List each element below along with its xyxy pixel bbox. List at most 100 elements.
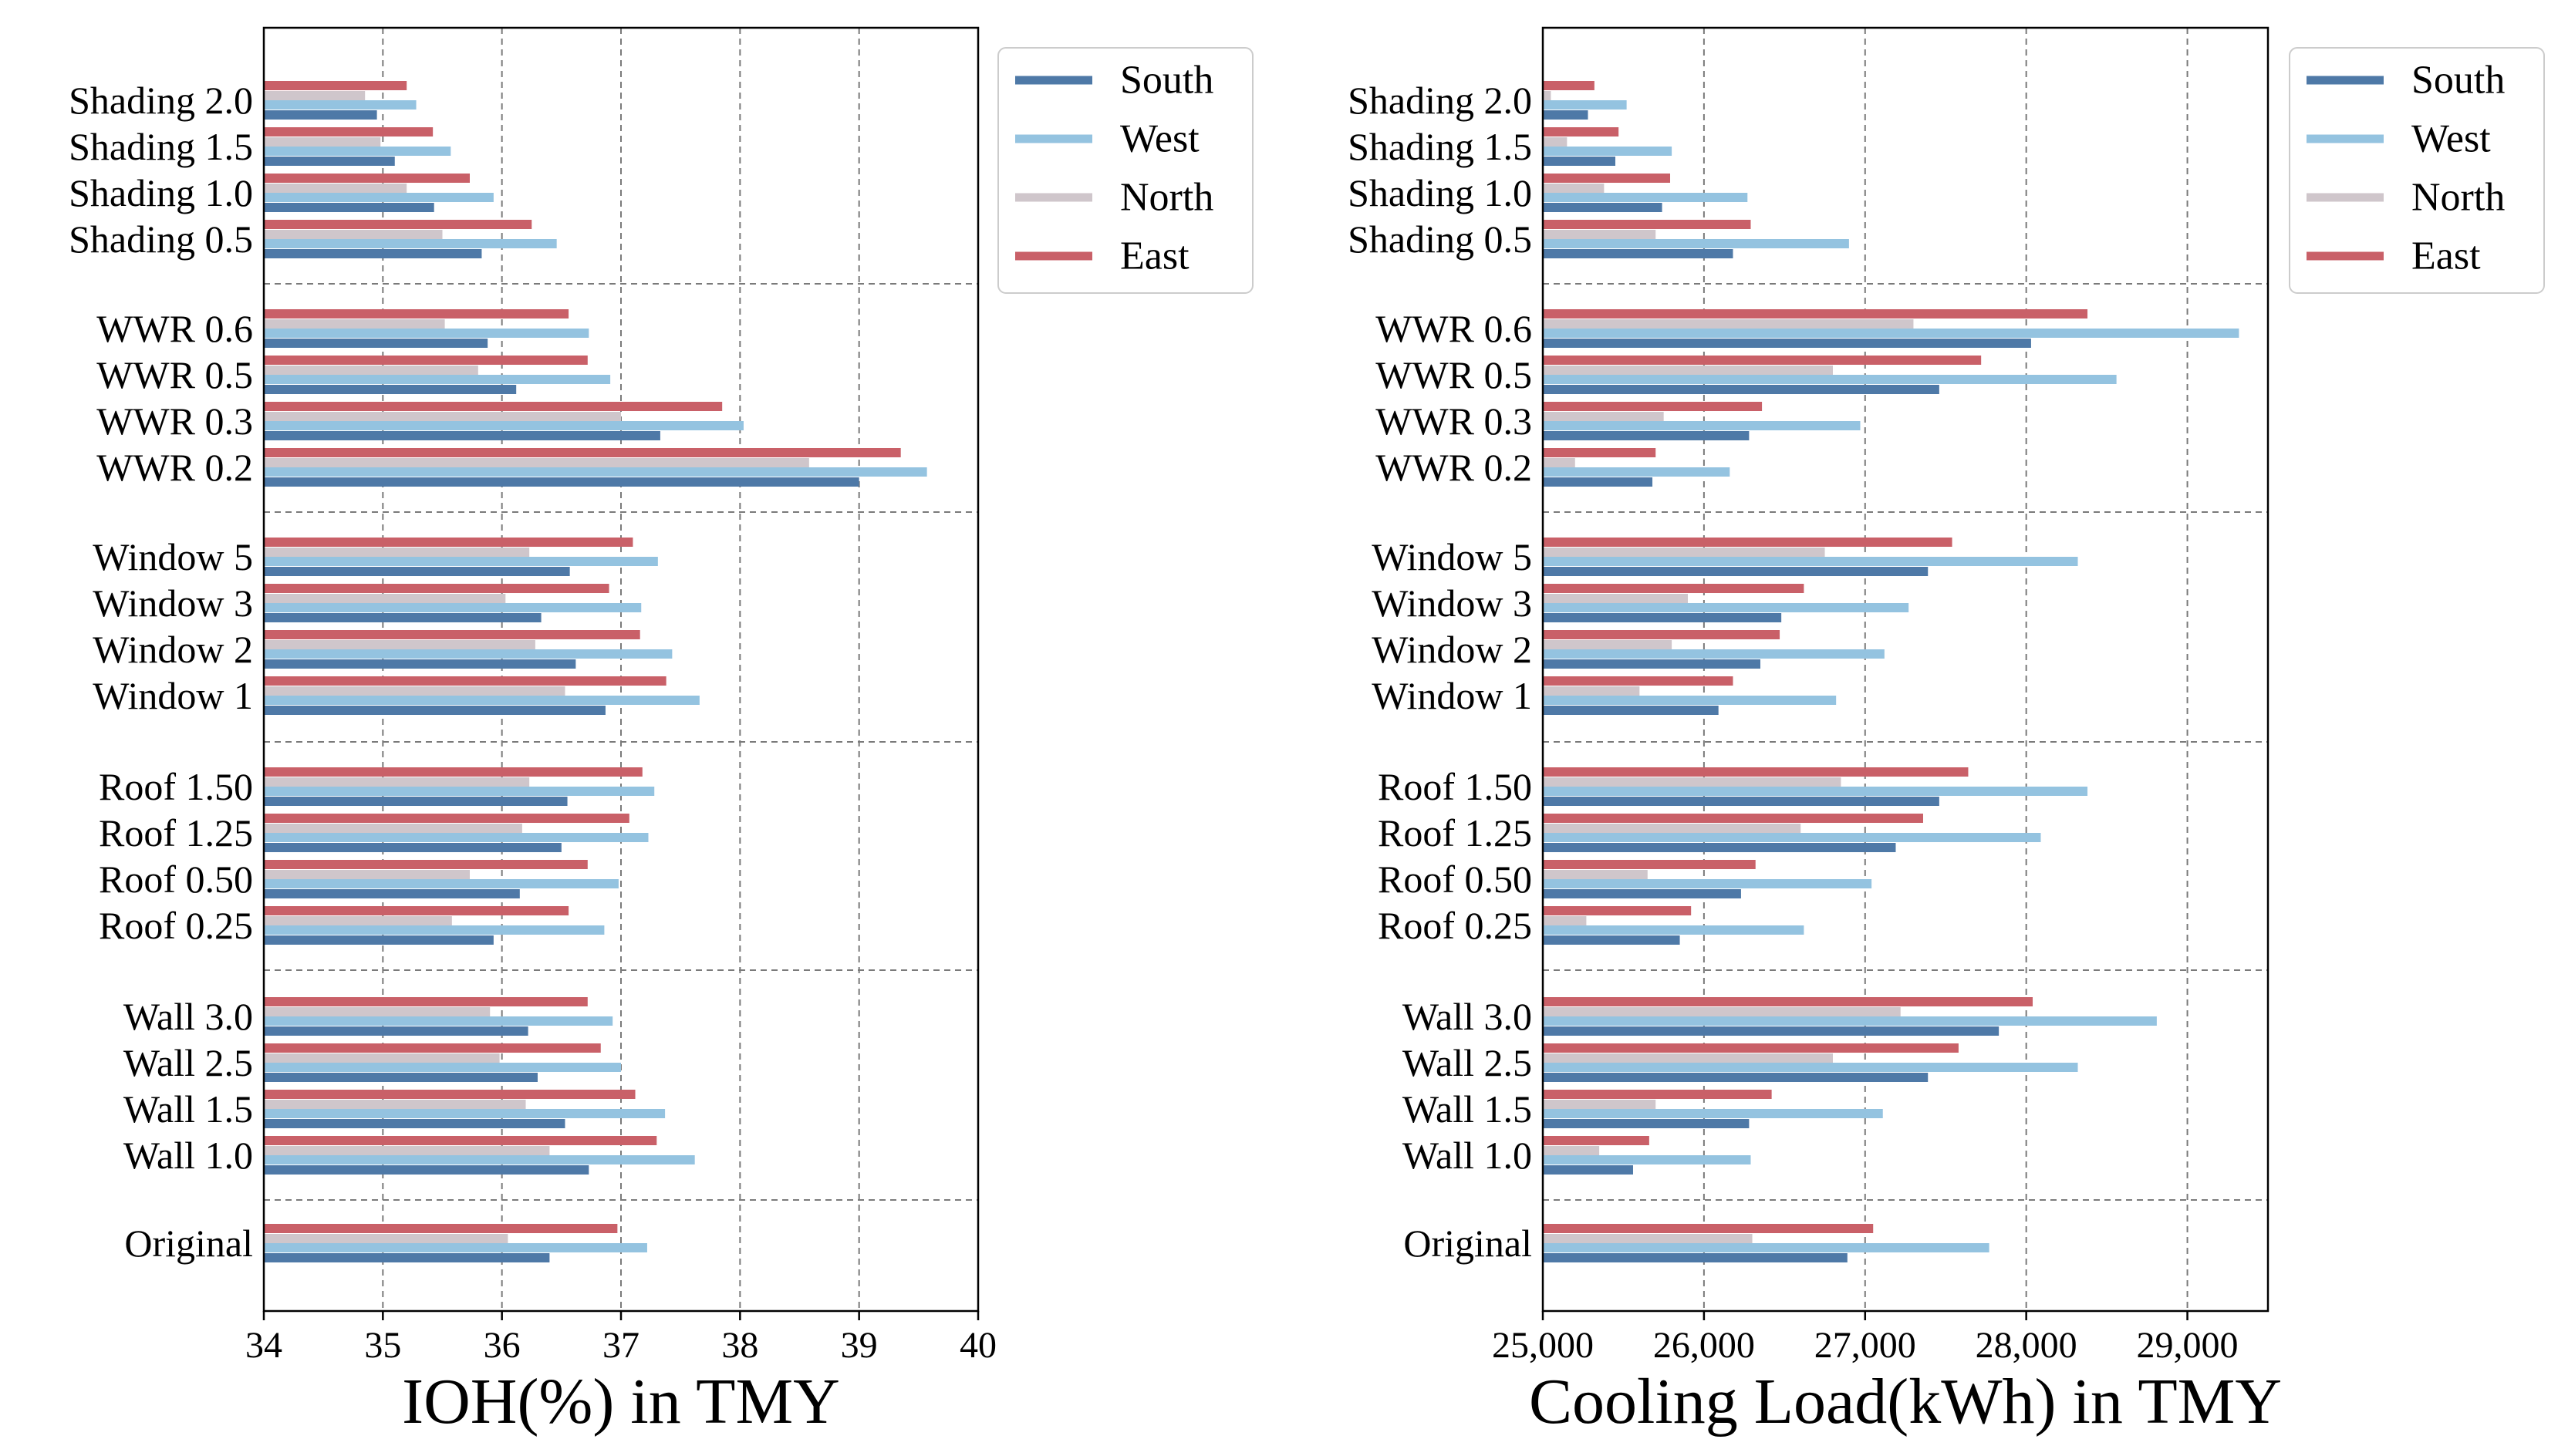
ioh-bar-west — [264, 649, 673, 659]
cooling-bar-east — [1543, 1043, 1959, 1053]
ioh-bar-south — [264, 797, 568, 806]
cooling-bar-south — [1543, 935, 1680, 945]
cooling-bar-east — [1543, 676, 1733, 686]
ioh-bar-north — [264, 824, 522, 833]
cooling-bar-west — [1543, 1243, 1989, 1252]
cooling-category-label: WWR 0.6 — [1375, 307, 1532, 350]
cooling-bar-east — [1543, 448, 1656, 457]
cooling-bar-north — [1543, 640, 1672, 649]
cooling-category-label: Shading 0.5 — [1348, 217, 1532, 261]
cooling-legend-label: East — [2411, 234, 2481, 278]
cooling-bar-east — [1543, 630, 1780, 639]
cooling-bar-east — [1543, 538, 1952, 547]
cooling-category-label: Roof 1.50 — [1378, 765, 1532, 808]
cooling-bar-north — [1543, 1146, 1600, 1155]
ioh-bar-west — [264, 1243, 647, 1252]
cooling-category-label: Wall 1.5 — [1402, 1087, 1532, 1131]
ioh-bar-west — [264, 879, 619, 888]
ioh-bar-north — [264, 1007, 491, 1016]
ioh-bar-south — [264, 567, 570, 576]
ioh-bar-east — [264, 174, 470, 183]
cooling-category-label: WWR 0.3 — [1375, 399, 1532, 443]
cooling-category-label: Shading 1.0 — [1348, 171, 1532, 214]
cooling-bar-west — [1543, 557, 2078, 566]
cooling-bar-east — [1543, 814, 1923, 823]
cooling-bar-north — [1543, 548, 1825, 557]
ioh-bar-east — [264, 814, 629, 823]
ioh-bar-west — [264, 1109, 666, 1118]
cooling-legend-label: North — [2411, 176, 2505, 220]
cooling-bar-south — [1543, 339, 2031, 348]
ioh-bar-west — [264, 603, 642, 612]
ioh-bar-north — [264, 777, 530, 787]
ioh-bar-east — [264, 1224, 618, 1233]
cooling-category-label: WWR 0.5 — [1375, 353, 1532, 396]
ioh-bar-east — [264, 676, 666, 686]
ioh-category-label: Wall 1.0 — [123, 1134, 253, 1177]
cooling-bar-west — [1543, 879, 1872, 888]
cooling-bar-east — [1543, 220, 1751, 229]
ioh-category-label: Roof 1.25 — [99, 811, 253, 854]
cooling-bar-west — [1543, 925, 1804, 935]
cooling-category-label: Wall 3.0 — [1402, 995, 1532, 1038]
ioh-category-label: Window 5 — [93, 535, 253, 578]
ioh-bar-west — [264, 1016, 613, 1026]
ioh-bar-west — [264, 557, 658, 566]
ioh-category-label: Window 2 — [93, 628, 253, 671]
ioh-bar-west — [264, 375, 611, 384]
ioh-x-tick-label: 35 — [364, 1325, 401, 1366]
ioh-category-label: WWR 0.6 — [96, 307, 253, 350]
cooling-bar-east — [1543, 767, 1969, 777]
ioh-bar-north — [264, 594, 506, 603]
ioh-legend: South West North East — [997, 47, 1254, 294]
ioh-bar-south — [264, 889, 520, 898]
ioh-category-label: WWR 0.2 — [96, 446, 253, 489]
cooling-bar-south — [1543, 706, 1719, 715]
cooling-bar-north — [1543, 458, 1575, 467]
cooling-category-label: Roof 1.25 — [1378, 811, 1532, 854]
ioh-legend-frame — [997, 47, 1254, 294]
cooling-bar-east — [1543, 81, 1595, 90]
cooling-category-label: Wall 1.0 — [1402, 1134, 1532, 1177]
ioh-legend-label: South — [1120, 59, 1213, 103]
ioh-bar-north — [264, 640, 535, 649]
cooling-bar-south — [1543, 797, 1939, 806]
ioh-bar-west — [264, 925, 605, 935]
ioh-category-label: Window 1 — [93, 674, 253, 717]
cooling-x-axis-label: Cooling Load(kWh) in TMY — [1529, 1366, 2282, 1437]
cooling-bar-south — [1543, 843, 1896, 852]
cooling-bar-west — [1543, 1063, 2078, 1072]
ioh-bar-south — [264, 477, 859, 487]
ioh-bar-north — [264, 870, 470, 879]
cooling-x-tick-label: 29,000 — [2137, 1325, 2239, 1366]
cooling-bar-east — [1543, 1224, 1874, 1233]
ioh-bar-north — [264, 686, 565, 696]
cooling-bar-east — [1543, 402, 1763, 411]
cooling-bar-south — [1543, 567, 1929, 576]
cooling-x-tick-label: 27,000 — [1814, 1325, 1916, 1366]
cooling-bar-north — [1543, 137, 1568, 147]
cooling-bar-north — [1543, 594, 1688, 603]
cooling-bar-west — [1543, 239, 1849, 248]
cooling-bar-north — [1543, 230, 1656, 239]
ioh-category-label: Original — [124, 1222, 253, 1265]
ioh-bar-east — [264, 584, 609, 593]
cooling-category-label: Roof 0.25 — [1378, 904, 1532, 947]
ioh-bar-east — [264, 309, 569, 318]
ioh-bar-west — [264, 100, 417, 110]
cooling-bar-south — [1543, 659, 1760, 669]
cooling-bar-west — [1543, 696, 1837, 705]
ioh-bar-north — [264, 458, 809, 467]
cooling-x-tick-label: 25,000 — [1492, 1325, 1594, 1366]
cooling-legend-label: South — [2411, 59, 2505, 103]
ioh-bar-east — [264, 127, 434, 136]
cooling-bar-north — [1543, 824, 1801, 833]
ioh-legend-label: East — [1120, 234, 1190, 278]
ioh-x-tick-label: 34 — [245, 1325, 282, 1366]
ioh-bar-south — [264, 935, 494, 945]
ioh-bar-north — [264, 412, 621, 421]
ioh-bar-north — [264, 366, 478, 375]
cooling-bar-south — [1543, 431, 1750, 440]
ioh-bar-south — [264, 659, 576, 669]
cooling-bar-south — [1543, 477, 1653, 487]
